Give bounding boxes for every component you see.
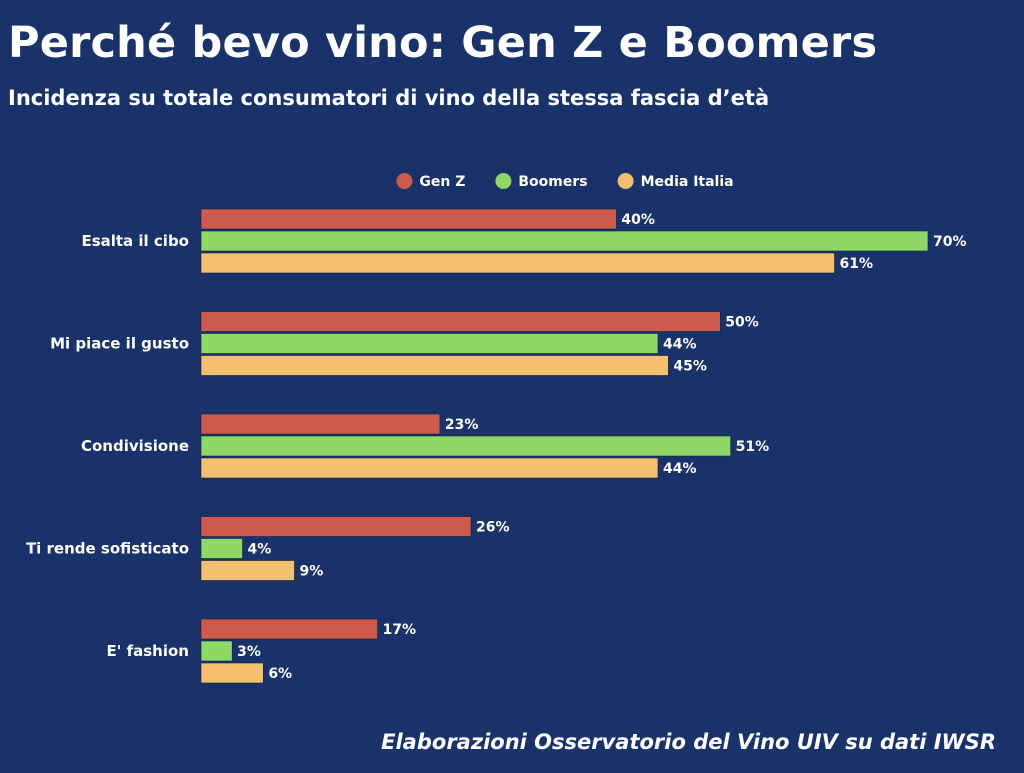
bar-media-italia — [200, 560, 295, 581]
category-label: Ti rende sofisticato — [26, 540, 189, 558]
bar-media-italia — [200, 252, 835, 274]
legend-item-boomers: Boomers — [495, 173, 588, 190]
data-label: 44% — [663, 461, 697, 477]
bar-media-italia — [200, 457, 659, 479]
legend-swatch — [617, 173, 634, 189]
bar-gen-z — [200, 516, 472, 537]
data-label: 9% — [299, 564, 323, 580]
data-label: 3% — [237, 644, 261, 660]
bar-media-italia — [200, 355, 669, 376]
data-label: 45% — [673, 359, 707, 375]
category-label: Condivisione — [81, 437, 189, 455]
legend-swatch — [396, 173, 413, 189]
bar-boomers — [200, 538, 243, 559]
bar-gen-z — [200, 413, 441, 435]
bar-boomers — [200, 333, 659, 354]
legend-item-media-italia: Media Italia — [617, 173, 734, 190]
data-label: 40% — [621, 212, 655, 228]
legend-swatch — [495, 173, 512, 189]
bar-boomers — [200, 230, 929, 252]
source-note: Elaborazioni Osservatorio del Vino UIV s… — [381, 730, 996, 754]
legend-item-gen-z: Gen Z — [396, 173, 465, 190]
data-label: 23% — [445, 417, 479, 433]
data-label: 6% — [268, 666, 292, 682]
legend-label: Media Italia — [641, 174, 734, 190]
legend-label: Gen Z — [419, 174, 465, 190]
category-label: E' fashion — [107, 642, 189, 660]
chart-title: Perché bevo vino: Gen Z e Boomers — [8, 18, 878, 68]
data-label: 70% — [933, 234, 967, 250]
category-label: Mi piace il gusto — [50, 335, 189, 353]
data-label: 51% — [736, 439, 770, 455]
category-label: Esalta il cibo — [81, 232, 189, 250]
data-label: 44% — [663, 337, 697, 353]
data-label: 26% — [476, 520, 510, 536]
data-label: 61% — [840, 256, 874, 272]
bar-boomers — [200, 640, 233, 662]
bar-boomers — [200, 435, 731, 457]
legend-label: Boomers — [518, 174, 587, 190]
bar-gen-z — [200, 208, 617, 230]
bar-media-italia — [200, 662, 264, 684]
data-label: 4% — [248, 542, 272, 558]
chart-subtitle: Incidenza su totale consumatori di vino … — [8, 86, 770, 110]
bar-gen-z — [200, 311, 721, 332]
bar-gen-z — [200, 618, 378, 640]
data-label: 50% — [725, 315, 759, 331]
data-label: 17% — [383, 622, 417, 638]
